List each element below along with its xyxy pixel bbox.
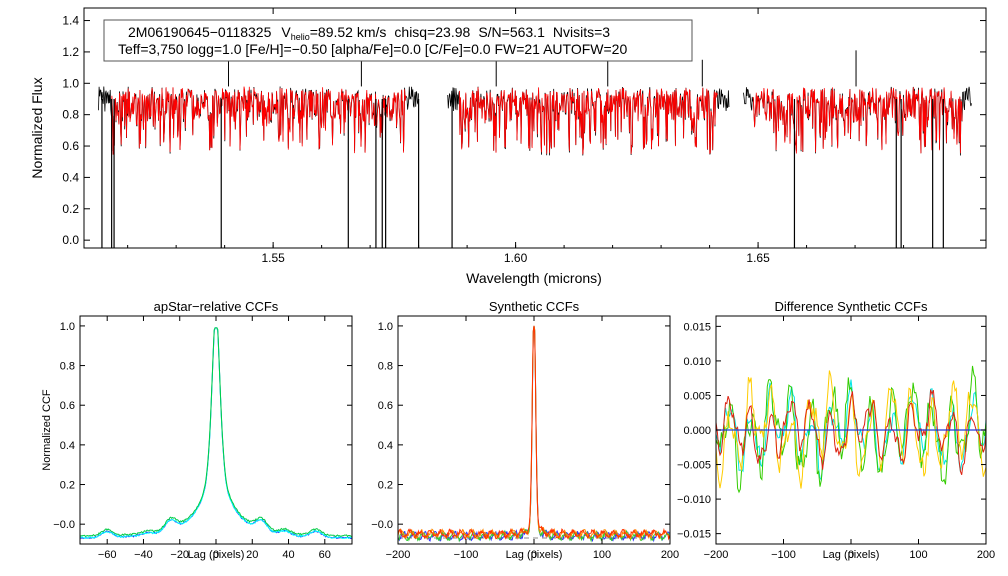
spectrum-ytick-label: 0.0 bbox=[62, 233, 79, 247]
apstar-ccf-ytick-label: 0.2 bbox=[60, 480, 75, 492]
difference-ccf-xtick-label: −200 bbox=[704, 549, 729, 561]
difference-ccf-title: Difference Synthetic CCFs bbox=[775, 299, 928, 314]
spectrum-ytick-label: 1.4 bbox=[62, 14, 79, 28]
spectrum-series-layer bbox=[98, 50, 972, 248]
spectrum-xtick-label: 1.60 bbox=[504, 251, 528, 265]
spectrum-xtick-label: 1.65 bbox=[746, 251, 770, 265]
apstar-ccf-ytick-label: 0.4 bbox=[60, 440, 75, 452]
difference-ccf-xlabel: Lag (pixels) bbox=[823, 549, 880, 561]
synthetic-ccf-xtick-label: 200 bbox=[661, 549, 679, 561]
difference-ccf-ytick-label: −0.005 bbox=[677, 460, 711, 472]
synthetic-ccf-title: Synthetic CCFs bbox=[489, 299, 580, 314]
vhelio-value: =89.52 km/s bbox=[310, 24, 387, 40]
model-spectrum-chip-2 bbox=[459, 87, 718, 155]
synthetic-ccf-ytick-label: 1.0 bbox=[378, 321, 393, 333]
synthetic-ccf-panel: Synthetic CCFs −200 −100 0 100 200 −0.0 0.2 0.4… bbox=[371, 299, 679, 561]
synthetic-ccf-xtick-label: −100 bbox=[454, 549, 479, 561]
spectrum-panel: 1.55 1.60 1.65 0.0 0.2 0.4 0.6 0.8 1.0 1.2 1.4 2M0… bbox=[29, 7, 987, 286]
apstar-ccf-series-layer bbox=[79, 327, 353, 540]
difference-ccf-xtick-label: 0 bbox=[848, 549, 854, 561]
difference-ccf-line-2 bbox=[715, 365, 987, 494]
difference-ccf-xtick-label: 200 bbox=[977, 549, 995, 561]
spectrum-ytick-label: 0.6 bbox=[62, 139, 79, 153]
apstar-ccf-xtick-label: 20 bbox=[246, 549, 258, 561]
info-box bbox=[103, 19, 693, 62]
difference-ccf-series-layer bbox=[715, 365, 987, 494]
snr-text: S/N=563.1 bbox=[478, 24, 545, 40]
nvisits-text: Nvisits=3 bbox=[553, 24, 610, 40]
spectrum-ytick-label: 0.8 bbox=[62, 108, 79, 122]
spectrum-axes-frame bbox=[83, 7, 987, 249]
synthetic-ccf-xtick-label: 100 bbox=[593, 549, 611, 561]
apstar-ccf-title: apStar−relative CCFs bbox=[154, 299, 279, 314]
stellar-params-text: Teff=3,750 logg=1.0 [Fe/H]=−0.50 [alpha/… bbox=[118, 41, 627, 57]
spectrum-ylabel: Normalized Flux bbox=[29, 77, 45, 178]
synthetic-ccf-series-layer bbox=[397, 325, 671, 543]
vhelio-subscript: helio bbox=[291, 32, 310, 42]
synthetic-ccf-xtick-label: −200 bbox=[386, 549, 411, 561]
chisq-text: chisq=23.98 bbox=[394, 24, 470, 40]
spectrum-xtick-label: 1.55 bbox=[261, 251, 285, 265]
apstar-ccf-ytick-label: 0.8 bbox=[60, 361, 75, 373]
spectrum-ytick-label: 1.0 bbox=[62, 76, 79, 90]
synthetic-ccf-ytick-label: −0.0 bbox=[371, 519, 393, 531]
spectrum-xlabel: Wavelength (microns) bbox=[466, 270, 602, 286]
synthetic-ccf-line-1 bbox=[397, 325, 671, 543]
synthetic-ccf-xtick-label: 0 bbox=[531, 549, 537, 561]
spectrum-ytick-label: 0.4 bbox=[62, 170, 79, 184]
synthetic-ccf-ticks: −200 −100 0 100 200 −0.0 0.2 0.4 0.6 0.8 1.0 bbox=[371, 316, 679, 561]
apstar-ccf-line-2 bbox=[79, 327, 353, 540]
difference-ccf-ytick-label: 0.015 bbox=[683, 321, 711, 333]
star-id: 2M06190645−0118325 bbox=[128, 24, 272, 40]
difference-ccf-line-1 bbox=[715, 379, 987, 482]
apstar-ccf-xlabel: Lag (pixels) bbox=[188, 549, 245, 561]
apstar-ccf-ticks: −60 −40 −20 0 20 40 60 −0.0 0.2 0.4 0.6 0.8 1.0 bbox=[53, 316, 352, 561]
difference-ccf-line-4 bbox=[715, 389, 987, 475]
difference-ccf-xtick-label: −100 bbox=[771, 549, 796, 561]
synthetic-ccf-line-2 bbox=[397, 325, 671, 543]
difference-ccf-ytick-label: −0.010 bbox=[677, 494, 711, 506]
synthetic-ccf-xlabel: Lag (pixels) bbox=[506, 549, 563, 561]
synthetic-ccf-line-3 bbox=[397, 325, 671, 541]
apstar-ccf-ytick-label: 1.0 bbox=[60, 321, 75, 333]
info-line-1: 2M06190645−0118325 Vhelio=89.52 km/s chisq… bbox=[128, 24, 610, 42]
apstar-ccf-line-3 bbox=[79, 327, 353, 538]
synthetic-ccf-ytick-label: 0.2 bbox=[378, 480, 393, 492]
difference-ccf-ytick-label: 0.005 bbox=[683, 390, 711, 402]
apstar-ccf-xtick-label: −40 bbox=[134, 549, 153, 561]
spectrum-ticks: 1.55 1.60 1.65 0.0 0.2 0.4 0.6 0.8 1.0 1.2 1.4 bbox=[62, 8, 986, 265]
spectrum-ytick-label: 1.2 bbox=[62, 45, 79, 59]
difference-ccf-ytick-label: 0.000 bbox=[683, 425, 711, 437]
difference-ccf-xtick-label: 100 bbox=[909, 549, 927, 561]
apstar-ccf-xtick-label: 0 bbox=[213, 549, 219, 561]
model-spectrum-chip-3 bbox=[752, 87, 963, 154]
apstar-ccf-ytick-label: −0.0 bbox=[53, 519, 75, 531]
apstar-ccf-panel: apStar−relative CCFs −60 −40 −20 0 20 40 60 −0.… bbox=[41, 299, 353, 561]
apstar-ccf-ylabel: Normalized CCF bbox=[41, 389, 53, 471]
apstar-ccf-xtick-label: 60 bbox=[319, 549, 331, 561]
apstar-ccf-xtick-label: −60 bbox=[98, 549, 117, 561]
synthetic-ccf-ytick-label: 0.4 bbox=[378, 440, 393, 452]
difference-ccf-ytick-label: −0.015 bbox=[677, 529, 711, 541]
apstar-ccf-ytick-label: 0.6 bbox=[60, 400, 75, 412]
difference-ccf-ticks: −200 −100 0 100 200 −0.015 −0.010 −0.005 0.000 0.… bbox=[677, 316, 995, 561]
synthetic-ccf-ytick-label: 0.6 bbox=[378, 400, 393, 412]
spectrum-ytick-label: 0.2 bbox=[62, 202, 79, 216]
apstar-ccf-xtick-label: −20 bbox=[170, 549, 189, 561]
synthetic-ccf-ytick-label: 0.8 bbox=[378, 361, 393, 373]
apstar-ccf-xtick-label: 40 bbox=[282, 549, 294, 561]
synthetic-ccf-line-4 bbox=[397, 325, 671, 541]
apstar-ccf-line-1 bbox=[79, 327, 353, 540]
apstar-ccf-frame bbox=[79, 315, 353, 545]
model-spectrum-chip-1 bbox=[111, 86, 407, 155]
vhelio-symbol: V bbox=[281, 24, 291, 40]
synthetic-ccf-frame bbox=[397, 315, 671, 545]
difference-ccf-panel: Difference Synthetic CCFs −200 −100 0 100 20… bbox=[677, 299, 995, 561]
difference-ccf-ytick-label: 0.010 bbox=[683, 356, 711, 368]
